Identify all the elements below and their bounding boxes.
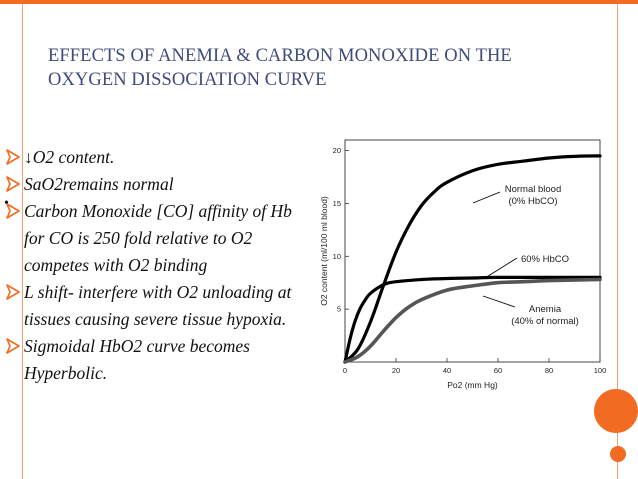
annotation-anemia: Anemia [529, 304, 562, 315]
hollow-arrow-bullet-icon [6, 338, 20, 354]
bullet-text: SaO2remains normal [24, 174, 174, 194]
x-tick-label: 100 [594, 366, 607, 375]
y-tick-label: 5 [337, 305, 341, 314]
annotation-normal-blood: Normal blood [505, 184, 562, 195]
hbco-60-curve [343, 275, 602, 364]
y-axis-label: O2 content (ml/100 ml blood) [319, 196, 329, 306]
bullet-item: Sigmoidal HbO2 curve becomes Hyperbolic. [4, 333, 314, 387]
bullet-item: SaO2remains normal [4, 171, 314, 198]
x-tick-label: 40 [443, 366, 451, 375]
hollow-arrow-bullet-icon [6, 284, 20, 300]
y-tick-label: 15 [333, 199, 341, 208]
normal-blood-curve [343, 154, 602, 364]
hollow-arrow-bullet-icon [6, 203, 20, 219]
stray-bullet-dot: • [4, 196, 9, 211]
annotation-normal-blood-sub: (0% HbCO) [508, 196, 557, 207]
decorative-circle-small [610, 446, 626, 462]
bullet-text: Carbon Monoxide [CO] affinity of Hb for … [24, 201, 292, 275]
leader-line-normal [472, 191, 501, 204]
hollow-arrow-bullet-icon [6, 176, 20, 192]
bullet-text: Sigmoidal HbO2 curve becomes Hyperbolic. [24, 336, 250, 383]
bullet-text: L shift- interfere with O2 unloading at … [24, 282, 292, 329]
right-border-line [617, 4, 618, 479]
y-tick-label: 20 [333, 146, 341, 155]
hollow-arrow-bullet-icon [6, 149, 20, 165]
leader-line-hbco [484, 257, 518, 279]
oxygen-dissociation-chart: 0 20 40 60 80 100 5 10 15 20 Po2 (mm Hg) O2 content… [319, 139, 607, 390]
x-tick-label: 80 [545, 366, 553, 375]
decorative-circle-large [594, 389, 638, 433]
leader-line-anemia [482, 295, 516, 308]
bullet-item: ↓O2 content. [4, 144, 314, 171]
x-tick-label: 20 [392, 366, 400, 375]
x-axis-label: Po2 (mm Hg) [447, 380, 498, 390]
y-tick-label: 10 [333, 252, 341, 261]
bullet-text: ↓O2 content. [24, 147, 115, 167]
annotation-hbco: 60% HbCO [521, 254, 569, 265]
top-accent-bar [0, 0, 638, 4]
annotation-anemia-sub: (40% of normal) [511, 316, 579, 327]
x-tick-label: 60 [494, 366, 502, 375]
plot-frame [344, 139, 601, 363]
bullet-item: Carbon Monoxide [CO] affinity of Hb for … [4, 198, 314, 279]
bullet-item: L shift- interfere with O2 unloading at … [4, 279, 314, 333]
anemia-curve [343, 277, 602, 364]
bullet-list: ↓O2 content. SaO2remains normal Carbon M… [4, 144, 314, 387]
left-border-line [22, 4, 23, 479]
x-tick-label: 0 [343, 366, 347, 375]
slide-title: EFFECTS OF ANEMIA & CARBON MONOXIDE ON T… [48, 46, 512, 90]
